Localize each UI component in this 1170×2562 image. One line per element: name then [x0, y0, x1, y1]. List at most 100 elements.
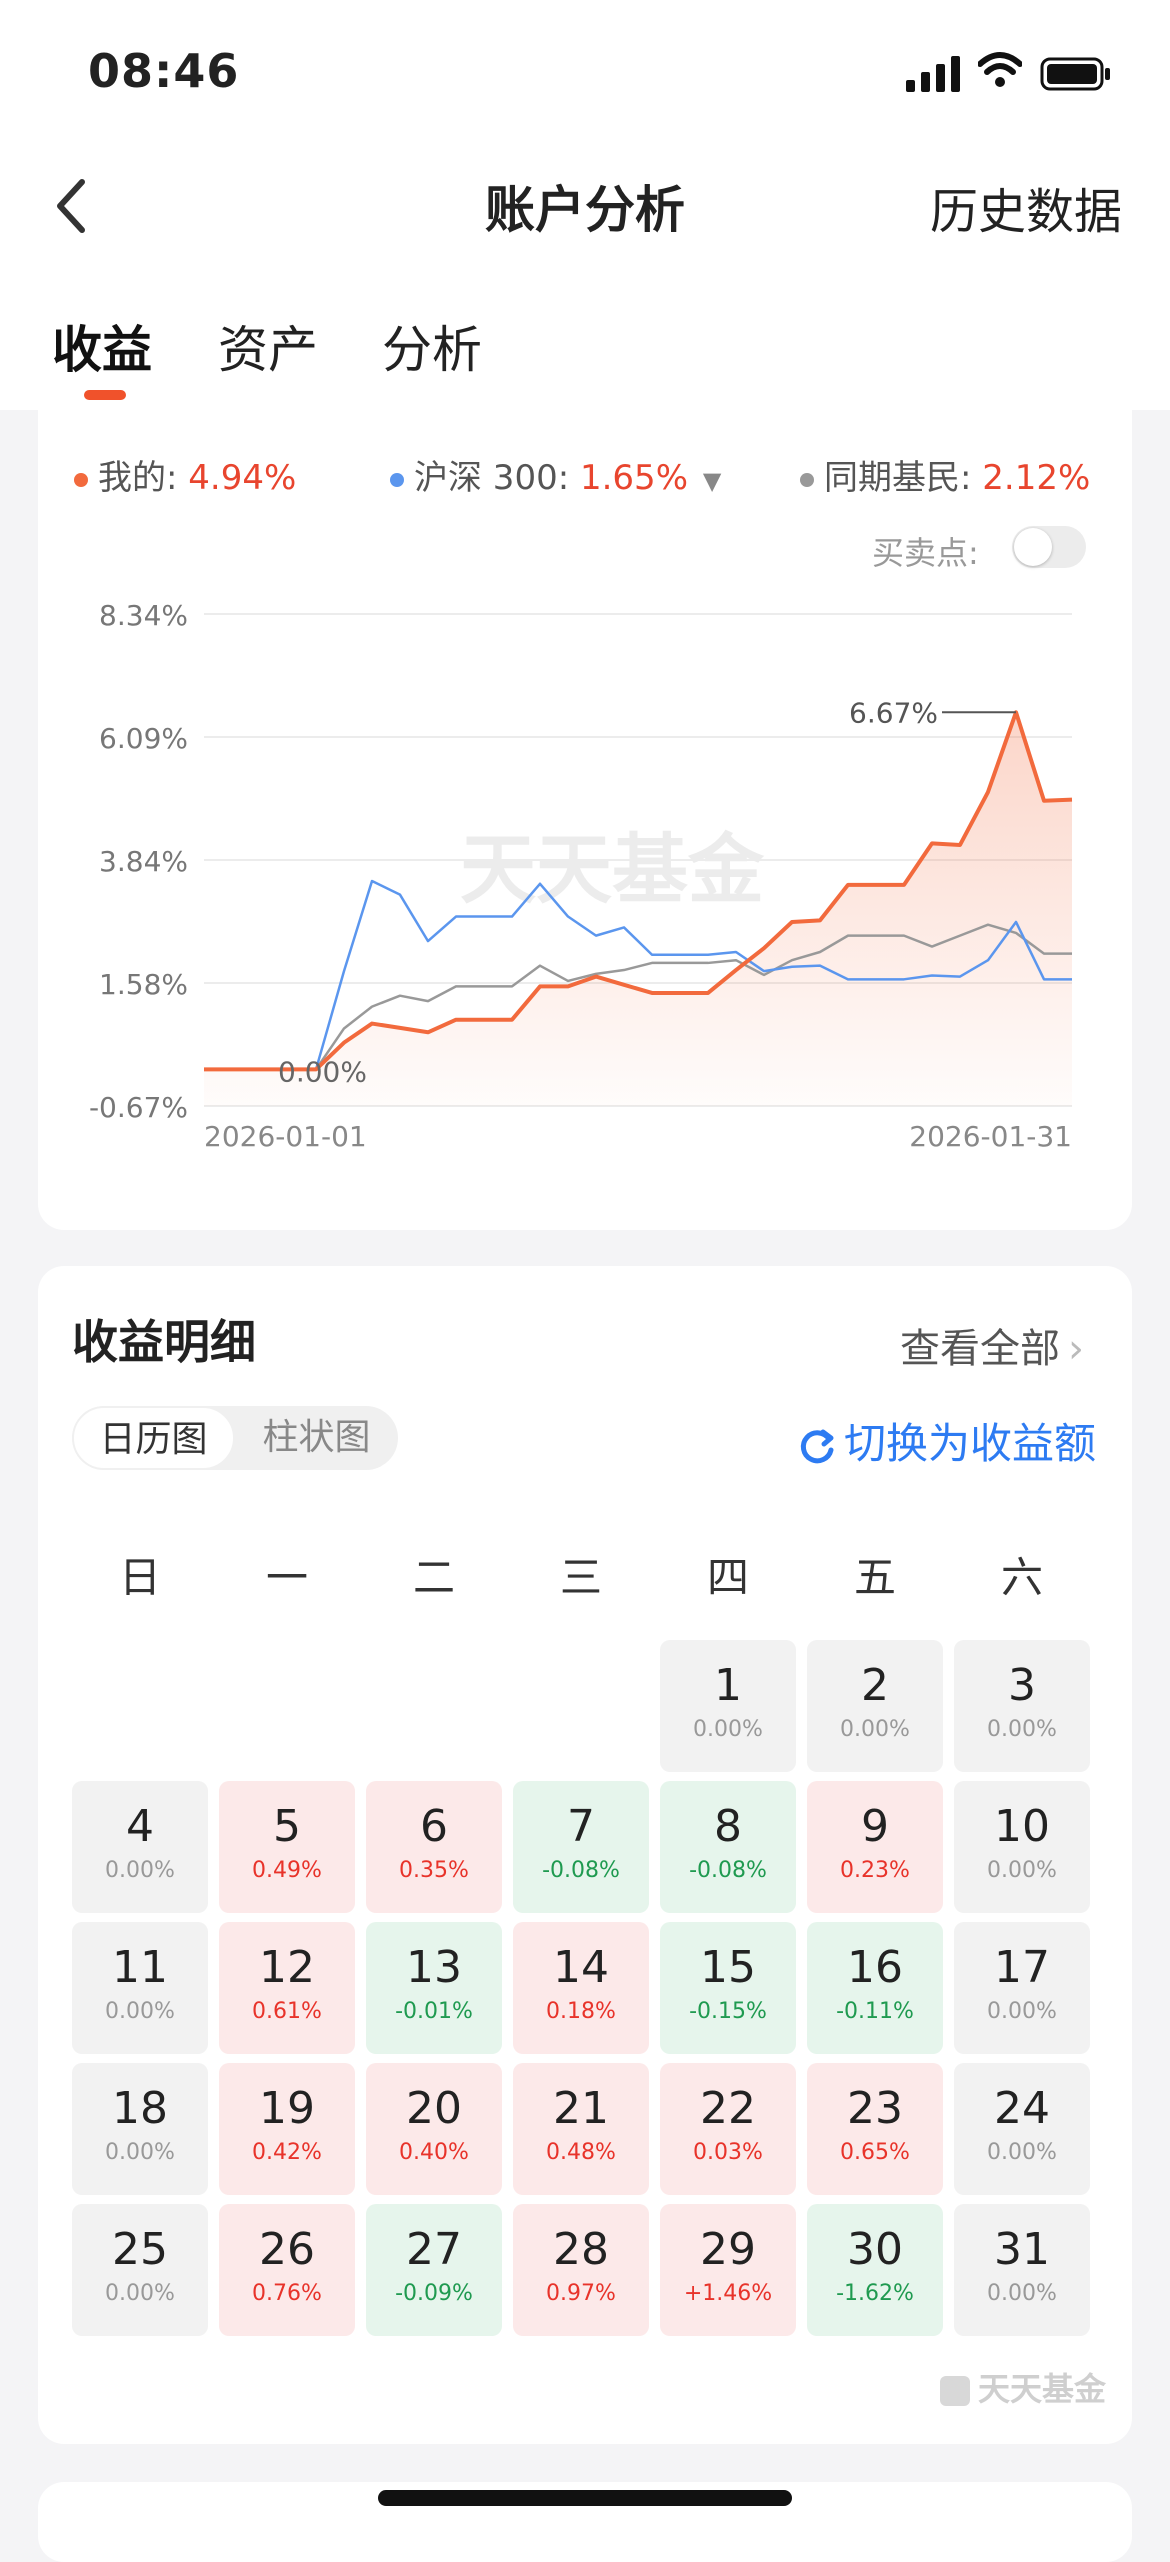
calendar-day[interactable]: 15 -0.15% [660, 1922, 796, 2054]
calendar-day[interactable]: 27 -0.09% [366, 2204, 502, 2336]
series-area-mine [204, 712, 1072, 1106]
calendar-day[interactable]: 18 0.00% [72, 2063, 208, 2195]
calendar-day[interactable]: 6 0.35% [366, 1781, 502, 1913]
tab-earnings[interactable]: 收益 [52, 321, 152, 379]
day-return: 0.97% [546, 2281, 616, 2306]
history-data-button[interactable]: 历史数据 [929, 184, 1122, 240]
calendar-day[interactable]: 25 0.00% [72, 2204, 208, 2336]
brand-watermark: 天天基金 [940, 2364, 1106, 2410]
switch-to-amount-button[interactable]: 切换为收益额 [796, 1410, 1096, 1471]
refresh-icon [800, 1429, 834, 1463]
day-return: +1.46% [683, 2281, 773, 2306]
bar-view-option[interactable]: 柱状图 [262, 1417, 371, 1458]
day-number: 7 [567, 1801, 595, 1852]
day-return: 0.00% [105, 1999, 175, 2024]
calendar-day[interactable]: 21 0.48% [513, 2063, 649, 2195]
y-tick-label: -0.67% [89, 1091, 188, 1124]
calendar-day[interactable]: 19 0.42% [219, 2063, 355, 2195]
view-all-link[interactable]: 查看全部 › [900, 1316, 1084, 1374]
calendar-day[interactable]: 10 0.00% [954, 1781, 1090, 1913]
back-icon[interactable] [52, 176, 92, 236]
legend-label: 沪深 300: [414, 458, 570, 498]
day-number: 28 [553, 2224, 609, 2275]
buy-sell-points-label: 买卖点: [872, 534, 979, 572]
x-tick-label: 2026-01-31 [909, 1120, 1072, 1153]
calendar-view-option[interactable]: 日历图 [72, 1406, 235, 1470]
day-return: 0.35% [399, 1858, 469, 1883]
calendar-day[interactable]: 4 0.00% [72, 1781, 208, 1913]
day-number: 31 [994, 2224, 1050, 2275]
day-number: 18 [112, 2083, 168, 2134]
day-number: 12 [259, 1942, 315, 1993]
switch-label: 切换为收益额 [844, 1419, 1097, 1468]
day-number: 13 [406, 1942, 462, 1993]
day-return: 0.00% [693, 1717, 763, 1742]
buy-sell-points-toggle[interactable] [1012, 526, 1086, 568]
day-return: 0.61% [252, 1999, 322, 2024]
day-return: 0.65% [840, 2140, 910, 2165]
day-number: 30 [847, 2224, 903, 2275]
day-return: -0.08% [689, 1858, 767, 1883]
day-number: 29 [700, 2224, 756, 2275]
status-time: 08:46 [88, 44, 240, 98]
calendar-day[interactable]: 8 -0.08% [660, 1781, 796, 1913]
day-number: 19 [259, 2083, 315, 2134]
calendar-day[interactable]: 17 0.00% [954, 1922, 1090, 2054]
watermark-text: 天天基金 [978, 2370, 1107, 2408]
legend-dot [390, 472, 404, 487]
day-return: 0.00% [987, 2281, 1057, 2306]
series-line-mine [204, 710, 1073, 1072]
calendar-day[interactable]: 29 +1.46% [660, 2204, 796, 2336]
brand-logo-icon [940, 2376, 970, 2406]
calendar-day[interactable]: 30 -1.62% [807, 2204, 943, 2336]
legend-value: 1.65% [579, 458, 688, 498]
weekday-label: 二 [412, 1553, 455, 1602]
calendar-day[interactable]: 16 -0.11% [807, 1922, 943, 2054]
calendar-day[interactable]: 24 0.00% [954, 2063, 1090, 2195]
calendar-day[interactable]: 31 0.00% [954, 2204, 1090, 2336]
day-number: 8 [714, 1801, 742, 1852]
legend-label: 同期基民: [824, 458, 972, 498]
day-number: 25 [112, 2224, 168, 2275]
calendar-day[interactable]: 20 0.40% [366, 2063, 502, 2195]
legend-item-csi300[interactable]: 沪深 300: 1.65% ▼ [390, 450, 721, 499]
calendar-day[interactable]: 28 0.97% [513, 2204, 649, 2336]
calendar-day[interactable]: 1 0.00% [660, 1640, 796, 1772]
chevron-right-icon: › [1068, 1326, 1084, 1372]
day-return: 0.23% [840, 1858, 910, 1883]
weekday-label: 一 [265, 1553, 308, 1602]
calendar-day[interactable]: 26 0.76% [219, 2204, 355, 2336]
calendar-day[interactable]: 11 0.00% [72, 1922, 208, 2054]
calendar-day[interactable]: 5 0.49% [219, 1781, 355, 1913]
day-number: 9 [861, 1801, 889, 1852]
day-return: 0.00% [105, 2281, 175, 2306]
calendar-day[interactable]: 23 0.65% [807, 2063, 943, 2195]
home-indicator [378, 2490, 792, 2506]
x-tick-label: 2026-01-01 [204, 1120, 367, 1153]
calendar-day[interactable]: 7 -0.08% [513, 1781, 649, 1913]
view-all-label: 查看全部 [900, 1326, 1060, 1372]
calendar-day[interactable]: 3 0.00% [954, 1640, 1090, 1772]
calendar-day[interactable]: 13 -0.01% [366, 1922, 502, 2054]
day-return: -0.09% [395, 2281, 473, 2306]
day-number: 17 [994, 1942, 1050, 1993]
max-label: 6.67% [849, 696, 938, 729]
legend-item-mine: 我的: 4.94% [74, 450, 296, 499]
start-label: 0.00% [278, 1055, 367, 1088]
tab-assets[interactable]: 资产 [218, 321, 318, 379]
legend-item-peers: 同期基民: 2.12% [800, 450, 1090, 499]
calendar-day[interactable]: 14 0.18% [513, 1922, 649, 2054]
top-bar [0, 0, 1170, 410]
y-tick-label: 1.58% [99, 968, 188, 1001]
dropdown-triangle-icon[interactable]: ▼ [702, 467, 722, 495]
series-line-csi300 [204, 879, 1072, 1071]
calendar-day[interactable]: 22 0.03% [660, 2063, 796, 2195]
day-number: 21 [553, 2083, 609, 2134]
day-return: 0.49% [252, 1858, 322, 1883]
calendar-day[interactable]: 12 0.61% [219, 1922, 355, 2054]
calendar-day[interactable]: 2 0.00% [807, 1640, 943, 1772]
tab-analysis[interactable]: 分析 [382, 321, 482, 379]
weekday-label: 五 [853, 1553, 896, 1602]
series-line-peers [204, 923, 1072, 1071]
calendar-day[interactable]: 9 0.23% [807, 1781, 943, 1913]
